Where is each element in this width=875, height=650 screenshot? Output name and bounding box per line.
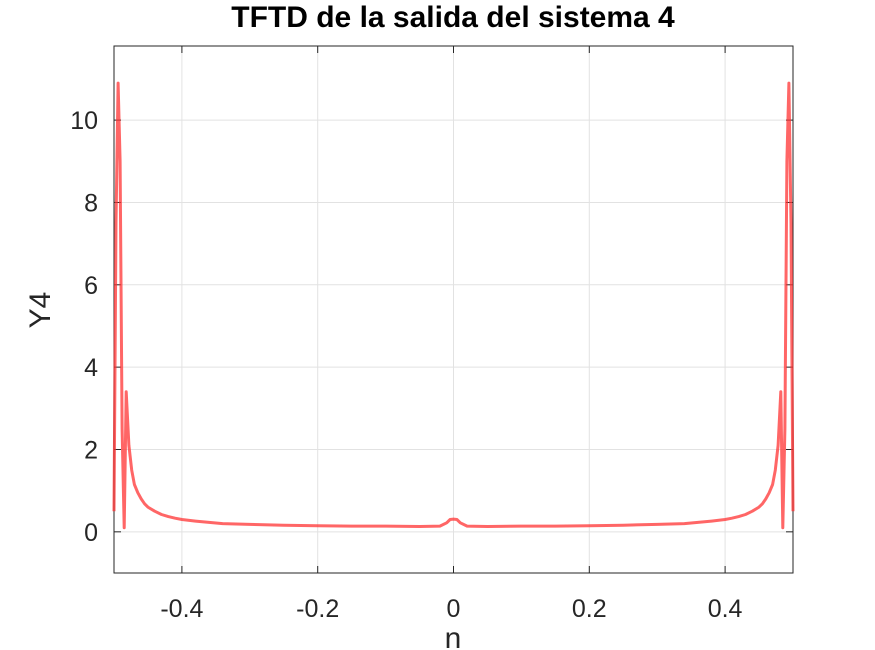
series-layer: [112, 81, 795, 530]
y-axis: 0 2 4 6 8 10: [70, 107, 793, 547]
y-tick-label: 4: [84, 354, 98, 382]
y-tick-label: 8: [84, 189, 98, 217]
x-axis-label: n: [445, 622, 462, 650]
x-axis: -0.4 -0.2 0 0.2 0.4: [160, 46, 743, 623]
grid: [114, 46, 793, 573]
y-axis-label: Y4: [24, 292, 57, 329]
x-tick-label: 0.2: [572, 595, 607, 623]
y-tick-label: 6: [84, 272, 98, 300]
y-tick-label: 2: [84, 436, 98, 464]
x-tick-label: 0.4: [708, 595, 743, 623]
x-tick-label: 0: [447, 595, 461, 623]
x-tick-label: -0.4: [160, 595, 203, 623]
series-line: [112, 81, 795, 530]
y-tick-label: 10: [70, 107, 98, 135]
x-tick-label: -0.2: [296, 595, 339, 623]
y-tick-label: 0: [84, 519, 98, 547]
chart-title: TFTD de la salida del sistema 4: [231, 1, 675, 34]
